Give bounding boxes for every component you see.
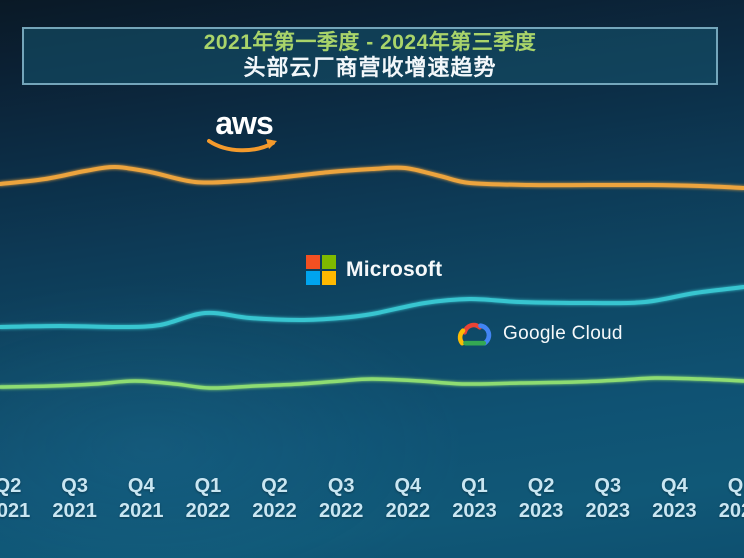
- aws-smile-icon: [207, 139, 277, 153]
- google-cloud-logo: Google Cloud: [453, 318, 623, 350]
- x-tick-year: 2021: [0, 500, 31, 522]
- x-tick: Q2 2021: [0, 474, 30, 524]
- google-cloud-wordmark: Google Cloud: [503, 323, 623, 344]
- x-tick: Q4 2022: [386, 474, 431, 524]
- x-tick: Q3 2022: [319, 474, 364, 524]
- x-tick-quarter: Q1: [727, 475, 744, 497]
- x-tick-year: 2023: [652, 500, 697, 522]
- google-cloud-icon: [457, 322, 492, 346]
- x-tick: Q1 2024: [719, 474, 744, 524]
- aws-wordmark: aws: [215, 105, 273, 141]
- x-tick: Q1 2023: [452, 474, 497, 524]
- aws-logo: aws: [207, 105, 281, 158]
- x-tick-year: 2022: [385, 500, 431, 522]
- chart-title: 头部云厂商营收增速趋势: [243, 55, 497, 81]
- x-tick-quarter: Q1: [461, 475, 488, 497]
- x-tick-year: 2023: [518, 500, 564, 522]
- x-tick-year: 2023: [452, 500, 497, 522]
- chart-subtitle-range: 2021年第一季度 - 2024年第三季度: [203, 30, 537, 54]
- x-tick: Q3 2023: [586, 474, 631, 524]
- title-box: 2021年第一季度 - 2024年第三季度 头部云厂商营收增速趋势: [22, 27, 718, 85]
- x-tick-year: 2021: [52, 500, 97, 522]
- x-tick-quarter: Q4: [394, 475, 422, 497]
- x-tick-year: 2022: [185, 500, 231, 522]
- x-tick: Q1 2022: [186, 474, 231, 524]
- microsoft-line: [0, 285, 744, 330]
- microsoft-logo: Microsoft: [306, 255, 442, 285]
- x-tick-year: 2022: [318, 500, 364, 522]
- microsoft-squares-icon: [306, 255, 336, 285]
- x-tick: Q4 2021: [119, 474, 164, 524]
- x-tick-quarter: Q1: [194, 475, 222, 497]
- x-tick-quarter: Q2: [527, 475, 555, 497]
- x-tick: Q2 2023: [519, 474, 564, 524]
- microsoft-wordmark: Microsoft: [346, 258, 443, 281]
- x-tick-quarter: Q4: [661, 475, 688, 497]
- x-tick-quarter: Q3: [594, 475, 622, 497]
- x-tick-year: 2022: [252, 500, 297, 522]
- x-tick-quarter: Q3: [61, 475, 88, 497]
- x-tick-year: 2021: [119, 500, 164, 522]
- x-tick-year: 2023: [585, 500, 631, 522]
- x-tick-quarter: Q3: [327, 475, 355, 497]
- x-tick: Q4 2023: [652, 474, 697, 524]
- aws-line: [0, 164, 744, 190]
- x-tick: Q3 2021: [52, 474, 97, 524]
- x-tick-year: 2024: [718, 500, 744, 522]
- google-cloud-line: [0, 376, 744, 390]
- x-tick: Q2 2022: [252, 474, 297, 524]
- x-tick-quarter: Q2: [261, 475, 288, 497]
- x-tick-quarter: Q2: [0, 475, 22, 497]
- x-tick-quarter: Q4: [127, 475, 155, 497]
- x-axis: Q2 2021 Q3 2021 Q4 2021 Q1 2022 Q2 2022 Q3 2022 Q4 20…: [0, 474, 744, 534]
